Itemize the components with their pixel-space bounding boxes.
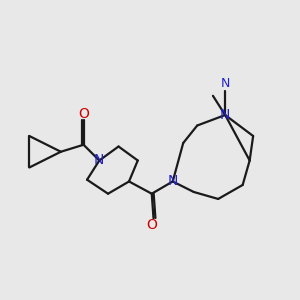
Text: N: N — [220, 77, 230, 90]
Text: N: N — [167, 175, 178, 188]
Text: O: O — [78, 107, 89, 121]
Text: O: O — [146, 218, 157, 232]
Text: N: N — [94, 154, 104, 167]
Text: N: N — [220, 108, 230, 122]
